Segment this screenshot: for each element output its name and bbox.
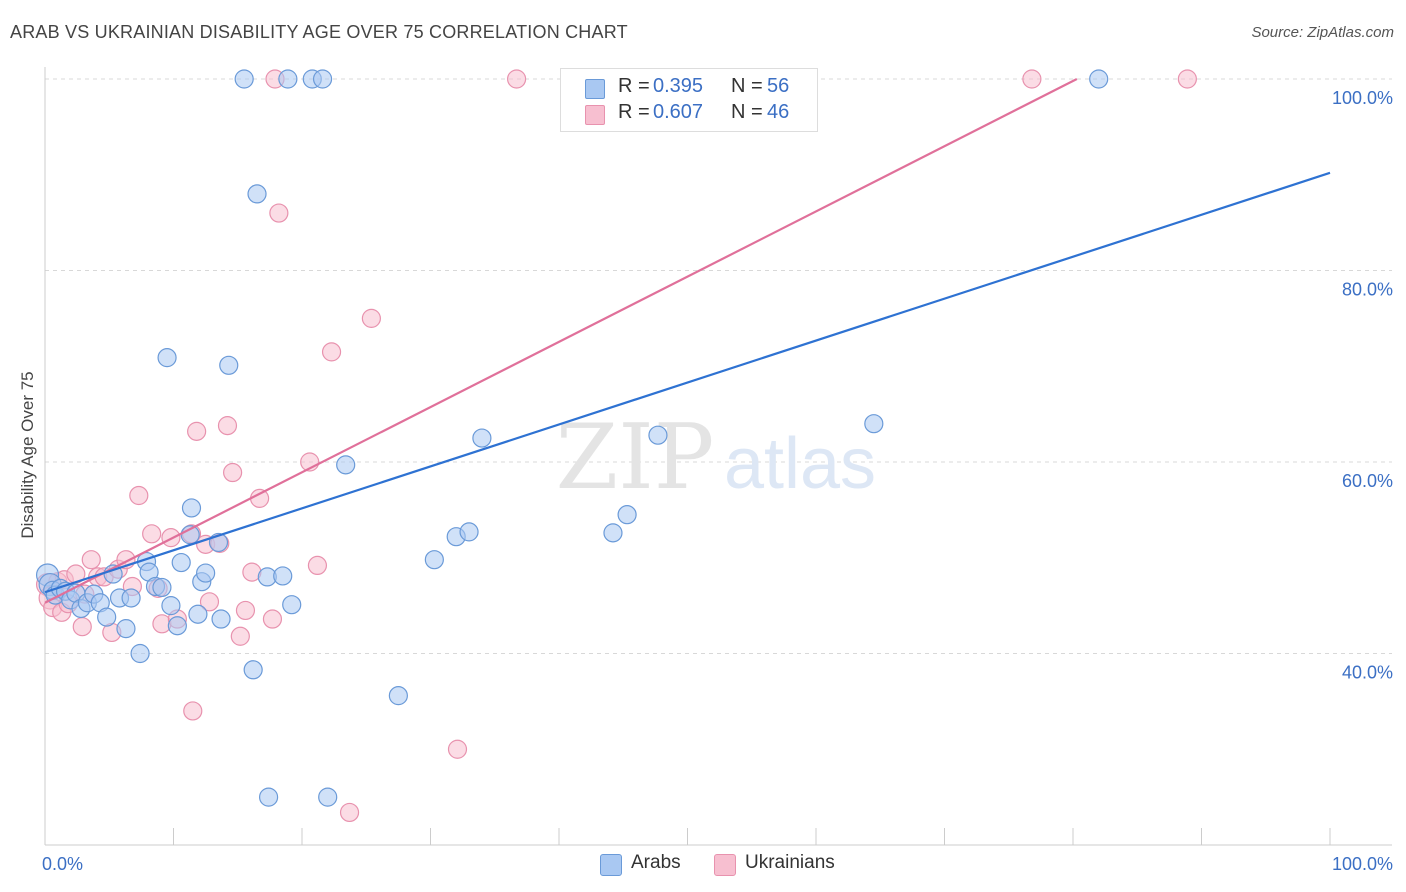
- arabs-swatch: [585, 79, 605, 99]
- ukrainians-point: [249, 488, 270, 508]
- arabs-point: [864, 414, 884, 434]
- arabs-point: [196, 563, 216, 583]
- ukrainians-point: [81, 550, 101, 570]
- arabs-point: [188, 604, 208, 624]
- ukrainians-point: [339, 802, 360, 823]
- axes: [44, 67, 1392, 846]
- ukrainians-point: [235, 600, 256, 621]
- y-tick-label: 100.0%: [1332, 88, 1393, 108]
- ukrainians-point: [187, 421, 207, 441]
- arabs-point: [617, 505, 637, 525]
- arabs-point: [152, 577, 172, 598]
- n-value: 46: [767, 101, 790, 123]
- r-value: 0.607: [653, 101, 704, 123]
- n-label: N =: [731, 101, 763, 123]
- ukrainians-point: [262, 609, 283, 629]
- arabs-point: [181, 498, 202, 518]
- arabs-point: [459, 522, 479, 542]
- arabs-point: [603, 523, 623, 543]
- ukrainians-point: [447, 739, 468, 759]
- arabs-point: [318, 787, 338, 807]
- x-tick-label: 0.0%: [42, 854, 83, 874]
- arabs-point: [167, 616, 187, 636]
- n-value: 56: [767, 75, 790, 97]
- r-label: R =: [618, 101, 650, 123]
- arabs-point: [234, 69, 254, 89]
- ukrainians-swatch: [585, 105, 605, 125]
- watermark-zip: ZIP: [556, 405, 715, 510]
- y-axis-label: Disability Age Over 75: [18, 371, 37, 538]
- ukrainians-point: [269, 203, 289, 223]
- tick-labels: 40.0% 60.0% 80.0% 100.0% 0.0% 100.0%: [42, 88, 1393, 874]
- source-note: Source: ZipAtlas.com: [1251, 24, 1394, 41]
- arabs-point: [247, 184, 267, 204]
- arabs-point: [116, 619, 136, 639]
- watermark-atlas: atlas: [724, 424, 876, 504]
- r-value: 0.395: [653, 75, 704, 97]
- legend-label: Ukrainians: [745, 852, 835, 873]
- ukrainians-point: [321, 342, 342, 362]
- y-tick-label: 40.0%: [1342, 663, 1393, 683]
- ukrainians-point: [199, 592, 220, 612]
- arabs-point: [211, 609, 231, 629]
- ukrainians-point: [217, 416, 238, 436]
- ukrainians-point: [1177, 69, 1197, 89]
- arabs-point: [282, 595, 302, 615]
- arabs-swatch: [600, 854, 622, 876]
- ukrainians-point: [72, 617, 92, 637]
- ukrainians-point: [1022, 69, 1042, 89]
- arabs-point: [388, 686, 408, 706]
- n-label: N =: [731, 75, 763, 97]
- trend-lines: [44, 78, 1331, 604]
- arabs-point: [1089, 69, 1109, 89]
- ukrainians-point: [230, 626, 250, 646]
- arabs-point: [243, 660, 263, 680]
- arabs-point: [97, 607, 117, 627]
- r-label: R =: [618, 75, 650, 97]
- arabs-point: [121, 588, 141, 608]
- arabs-point: [424, 550, 444, 570]
- arabs-point: [171, 552, 191, 573]
- ukrainians-point: [506, 69, 527, 89]
- ukrainians-point: [142, 524, 162, 544]
- ukrainians-point: [183, 701, 203, 721]
- arabs-point: [336, 455, 356, 475]
- arabs-point: [472, 428, 492, 448]
- arabs-point: [258, 787, 279, 807]
- watermark: ZIP atlas: [556, 405, 876, 510]
- correlation-legend: R = 0.395 N = 56 R = 0.607 N = 46: [560, 68, 818, 132]
- ukrainians-trend-line: [44, 78, 1078, 604]
- arabs-point: [278, 69, 298, 89]
- arabs-point: [312, 69, 333, 89]
- arabs-point: [130, 643, 150, 664]
- arabs-point: [219, 355, 239, 375]
- ukrainians-point: [129, 485, 149, 506]
- arabs-trend-line: [44, 171, 1331, 594]
- chart-title: ARAB VS UKRAINIAN DISABILITY AGE OVER 75…: [10, 22, 628, 42]
- legend-label: Arabs: [631, 852, 681, 873]
- arabs-point: [273, 566, 293, 586]
- y-tick-label: 60.0%: [1342, 471, 1393, 491]
- ukrainians-point: [223, 462, 243, 483]
- y-tick-label: 80.0%: [1342, 280, 1393, 300]
- ukrainians-point: [361, 308, 381, 328]
- arabs-point: [648, 425, 668, 445]
- arabs-point: [157, 348, 177, 368]
- arabs-point: [161, 596, 181, 616]
- x-tick-label: 100.0%: [1332, 854, 1393, 874]
- ukrainians-swatch: [714, 854, 736, 876]
- ukrainians-point: [307, 555, 328, 576]
